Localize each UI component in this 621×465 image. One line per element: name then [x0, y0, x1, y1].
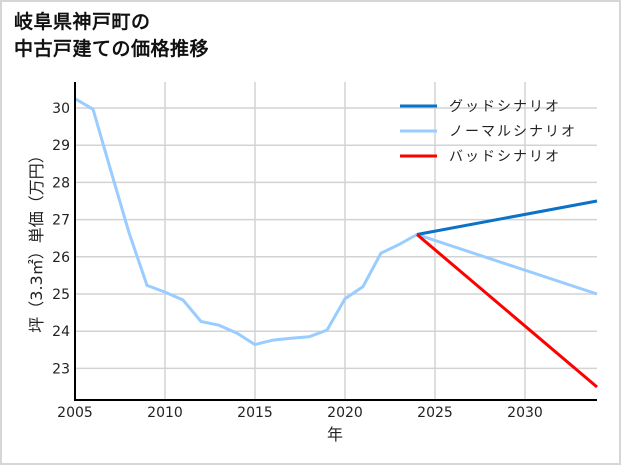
chart-title-line-1: 岐阜県神戸町の: [14, 11, 151, 33]
legend-label: バッドシナリオ: [449, 149, 561, 165]
y-tick-label: 26: [52, 250, 70, 266]
legend-label: グッドシナリオ: [449, 99, 561, 115]
y-tick-label: 29: [52, 138, 70, 154]
y-tick-label: 25: [52, 287, 70, 303]
series-line: [74, 97, 598, 347]
legend-label: ノーマルシナリオ: [449, 124, 577, 140]
x-tick-label: 2025: [417, 405, 453, 421]
series-line: [416, 233, 598, 389]
y-axis-label: 坪（3.3㎡）単価（万円）: [27, 147, 46, 332]
y-tick-label: 30: [52, 101, 70, 117]
axes: [74, 82, 597, 401]
gridlines: [74, 82, 597, 400]
y-tick-label: 27: [52, 213, 70, 229]
chart-title: 岐阜県神戸町の 中古戸建ての価格推移: [14, 9, 209, 63]
chart-title-line-2: 中古戸建ての価格推移: [14, 38, 210, 60]
x-tick-label: 2010: [147, 405, 183, 421]
x-tick-label: 2015: [237, 405, 273, 421]
y-tick-label: 24: [52, 324, 70, 340]
x-tick-label: 2020: [327, 405, 363, 421]
tick-labels: 2005 2010 2015 2020 2025 2030 23 24 25 26 27 28 29 30: [52, 101, 543, 421]
y-tick-label: 28: [52, 175, 70, 191]
series-line: [416, 199, 598, 236]
y-tick-label: 23: [52, 361, 70, 377]
x-axis-label: 年: [327, 425, 343, 444]
data-series: [74, 97, 598, 389]
x-tick-label: 2030: [507, 405, 543, 421]
x-tick-label: 2005: [57, 405, 93, 421]
